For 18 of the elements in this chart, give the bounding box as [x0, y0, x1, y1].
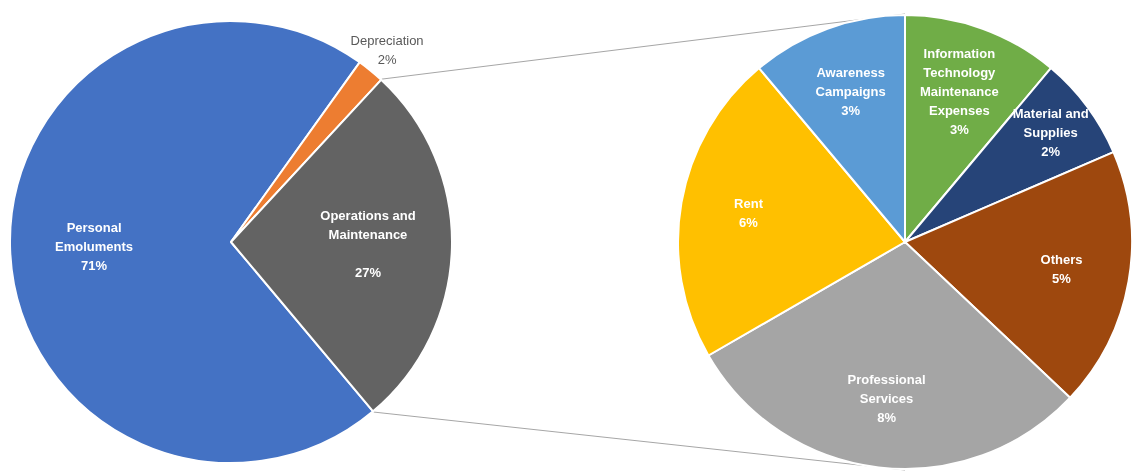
slice-label: Personal Emoluments	[55, 219, 134, 254]
slice-label: Information Technology Maintenance Expenses	[919, 46, 999, 119]
slice-label: Professional Services	[847, 372, 926, 407]
data-label: 2%	[1041, 144, 1061, 160]
data-label: 2%	[377, 51, 397, 67]
slice-label: Material and Supplies	[1012, 106, 1089, 141]
slice-label: Operations and Maintenance	[320, 208, 416, 243]
data-label: 27%	[354, 265, 382, 281]
data-label: 5%	[1052, 270, 1072, 286]
data-label: 8%	[877, 410, 897, 426]
data-label: 3%	[949, 122, 970, 138]
data-label: 6%	[739, 215, 759, 231]
data-label: 71%	[81, 257, 108, 273]
data-label: 3%	[841, 103, 861, 119]
slice-label: Rent	[734, 196, 764, 212]
slice-label: Depreciation	[350, 32, 424, 48]
slice-label: Others	[1040, 251, 1083, 267]
slice-label: Awareness Campaigns	[815, 65, 886, 100]
